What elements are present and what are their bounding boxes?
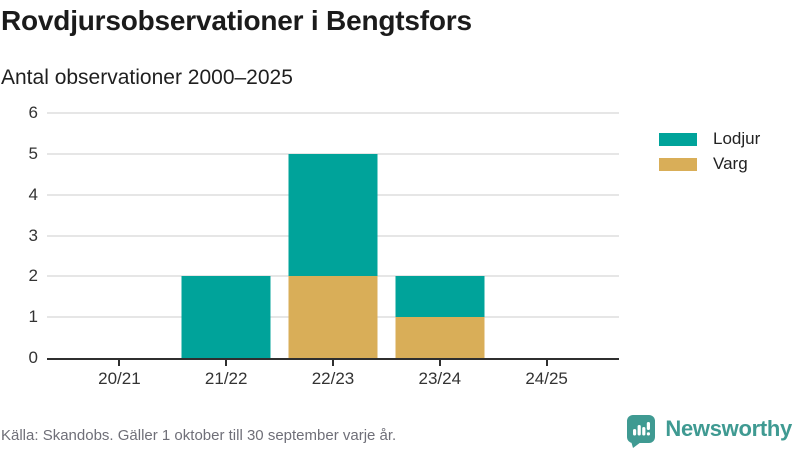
plot-area: 20/21 21/22 22/23 23/24 24/25 [47,112,619,388]
x-axis-tick [118,360,121,366]
chart-title: Rovdjursobservationer i Bengtsfors [1,5,472,36]
bar-segment-varg-22-23 [288,276,378,358]
chart-subtitle: Antal observationer 2000–2025 [1,66,293,89]
x-axis-label: 20/21 [98,369,141,388]
bar-stack [181,276,271,358]
category-band: 23/24 [386,113,493,388]
bar-segment-lodjur-22-23 [288,153,378,277]
bar-segment-lodjur-21-22 [181,276,271,358]
x-axis-label: 21/22 [204,369,248,388]
legend-label: Lodjur [713,129,761,148]
y-axis-label: 0 [28,348,38,367]
gridline [47,112,619,114]
legend: Lodjur Varg [659,129,760,179]
category-band: 20/21 [66,113,173,388]
x-axis-tick [331,360,334,366]
category-band: 24/25 [493,113,600,388]
bar-bands: 20/21 21/22 22/23 23/24 24/25 [47,113,619,388]
category-band: 22/23 [280,113,387,388]
bar-segment-lodjur-23-24 [395,276,485,318]
legend-swatch-varg [659,157,697,171]
x-axis-label: 24/25 [525,369,568,388]
legend-item-varg: Varg [659,154,760,174]
bar-stack [288,153,378,358]
legend-label: Varg [713,154,748,173]
y-axis-label: 3 [28,225,38,245]
y-axis-label: 6 [28,103,38,122]
x-axis-label: 22/23 [311,369,355,388]
legend-swatch-lodjur [659,132,697,146]
y-axis-label: 1 [28,307,38,327]
x-axis-tick [225,360,228,366]
x-axis-tick [545,360,548,366]
source-note: Källa: Skandobs. Gäller 1 oktober till 3… [1,427,397,444]
category-band: 21/22 [173,113,280,388]
legend-item-lodjur: Lodjur [659,129,760,149]
x-axis-tick [438,360,441,366]
bar-segment-varg-23-24 [395,317,485,358]
newsworthy-logo-icon [627,415,656,448]
x-axis-label: 23/24 [418,369,462,388]
y-axis-label: 2 [28,266,38,286]
newsworthy-logo-text: Newsworthy [665,416,792,441]
y-axis-label: 4 [28,184,38,204]
newsworthy-logo: Newsworthy [626,414,792,448]
bar-stack [395,276,485,358]
y-axis-label: 5 [28,143,38,163]
